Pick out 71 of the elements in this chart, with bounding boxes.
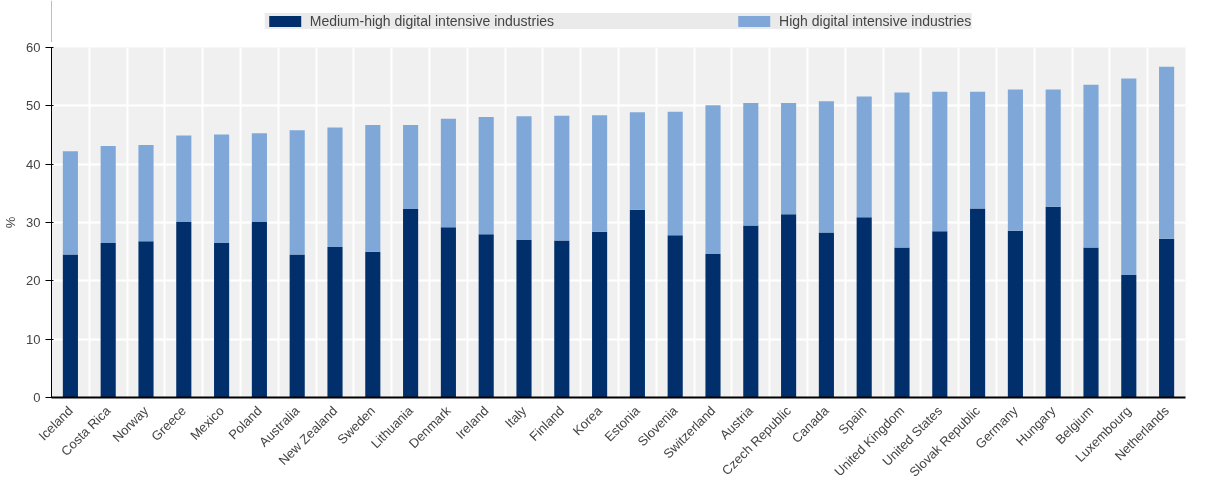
bar bbox=[516, 240, 532, 398]
bar bbox=[440, 118, 456, 228]
bar bbox=[62, 151, 78, 255]
bar bbox=[856, 217, 872, 398]
bar bbox=[629, 112, 645, 210]
y-tick-label: 20 bbox=[26, 273, 41, 289]
bar bbox=[743, 225, 759, 398]
bar bbox=[667, 235, 683, 398]
bar bbox=[1045, 206, 1061, 398]
bar bbox=[932, 231, 948, 398]
bar bbox=[894, 247, 910, 398]
bar bbox=[743, 102, 759, 226]
x-tick-label: Italy bbox=[501, 402, 530, 431]
y-tick-label: 30 bbox=[26, 215, 41, 230]
bar bbox=[818, 101, 834, 233]
bar bbox=[478, 116, 494, 235]
bar bbox=[592, 231, 608, 398]
bar bbox=[970, 91, 986, 209]
bar bbox=[781, 102, 797, 215]
bar bbox=[251, 133, 267, 222]
legend-label: Medium-high digital intensive industries bbox=[309, 13, 555, 29]
y-tick-label: 50 bbox=[26, 98, 41, 114]
bar bbox=[403, 209, 419, 398]
bar bbox=[629, 209, 645, 398]
bar bbox=[1121, 275, 1137, 398]
bar bbox=[705, 105, 721, 254]
bar bbox=[894, 92, 910, 248]
y-tick-label: 40 bbox=[26, 156, 41, 172]
bar bbox=[932, 91, 948, 232]
bar bbox=[667, 111, 683, 236]
bar bbox=[970, 208, 986, 398]
bar bbox=[138, 241, 154, 398]
bar bbox=[1083, 247, 1099, 398]
bar bbox=[365, 125, 381, 252]
bar bbox=[856, 96, 872, 218]
bar bbox=[1083, 84, 1099, 248]
bar bbox=[100, 146, 116, 243]
bar bbox=[1121, 78, 1137, 275]
bar bbox=[818, 232, 834, 398]
bar bbox=[554, 115, 570, 241]
bar bbox=[327, 127, 343, 247]
y-tick-label: 10 bbox=[26, 331, 41, 347]
bar bbox=[176, 221, 192, 398]
bar bbox=[289, 254, 305, 398]
y-tick-label: 0 bbox=[33, 390, 41, 405]
bar bbox=[289, 130, 305, 255]
bar bbox=[327, 247, 343, 398]
bar bbox=[781, 214, 797, 398]
bar bbox=[138, 144, 154, 242]
bar bbox=[1045, 89, 1061, 207]
bar bbox=[214, 134, 230, 243]
bar bbox=[1159, 238, 1175, 398]
y-axis-title: % bbox=[3, 216, 19, 229]
bar bbox=[176, 135, 192, 222]
bar bbox=[365, 251, 381, 398]
bar bbox=[1007, 89, 1023, 231]
bar bbox=[592, 115, 608, 232]
bar bbox=[554, 240, 570, 398]
bar bbox=[478, 234, 494, 398]
bar bbox=[440, 227, 456, 398]
bar bbox=[403, 125, 419, 210]
bar bbox=[1007, 230, 1023, 398]
bar bbox=[100, 242, 116, 398]
bar bbox=[214, 242, 230, 398]
bar bbox=[1159, 66, 1175, 239]
bar bbox=[251, 221, 267, 398]
bar bbox=[62, 254, 78, 398]
bar bbox=[705, 254, 721, 398]
y-tick-label: 60 bbox=[26, 40, 41, 55]
bar bbox=[516, 116, 532, 240]
legend-label: High digital intensive industries bbox=[779, 13, 972, 29]
